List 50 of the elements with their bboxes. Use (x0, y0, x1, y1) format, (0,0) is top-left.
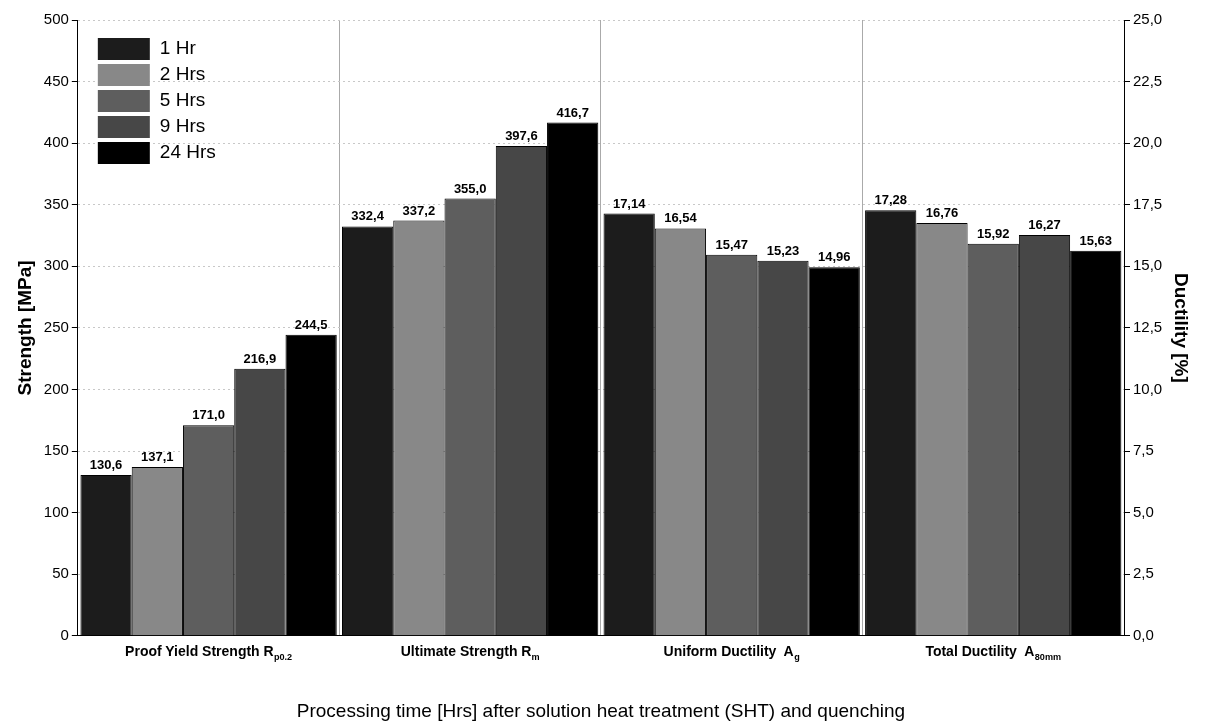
data-label: 14,96 (817, 249, 851, 265)
y-tick-label: 400 (43, 133, 69, 151)
y-tick-label: 150 (43, 441, 69, 459)
y2-axis-title: Ductility [%] (1171, 273, 1193, 383)
y2-tick-label: 22,5 (1133, 71, 1163, 89)
legend-label: 1 Hr (159, 37, 197, 59)
data-label: 15,23 (766, 242, 800, 258)
y2-tick-label: 10,0 (1133, 379, 1163, 397)
y2-tick-label: 20,0 (1133, 133, 1163, 151)
data-label: 16,76 (925, 205, 959, 221)
data-label: 332,4 (351, 208, 385, 224)
data-label: 16,27 (1028, 217, 1061, 233)
data-label: 244,5 (294, 316, 328, 332)
y2-tick-label: 15,0 (1133, 256, 1163, 274)
y2-tick-label: 2,5 (1133, 564, 1154, 582)
y-tick-label: 450 (43, 71, 69, 89)
y-tick-label: 350 (43, 194, 69, 212)
data-label: 16,54 (664, 210, 698, 226)
data-label: 15,47 (715, 236, 748, 252)
y-tick-label: 100 (43, 502, 69, 520)
y2-tick-label: 12,5 (1133, 318, 1163, 336)
legend-label: 5 Hrs (159, 89, 206, 111)
data-label: 130,6 (89, 457, 123, 473)
y2-tick-label: 17,5 (1133, 194, 1163, 212)
y-tick-label: 200 (43, 379, 69, 397)
y2-tick-label: 25,0 (1133, 10, 1163, 28)
legend-label: 9 Hrs (159, 115, 206, 137)
legend-label: 2 Hrs (159, 63, 206, 85)
y-tick-label: 300 (43, 256, 69, 274)
data-label: 171,0 (192, 407, 225, 423)
data-label: 355,0 (453, 180, 487, 196)
data-label: 216,9 (243, 350, 277, 366)
data-label: 17,14 (612, 195, 647, 211)
y2-tick-label: 7,5 (1133, 441, 1154, 459)
y-axis-title: Strength [MPa] (13, 260, 35, 396)
legend-label: 24 Hrs (159, 141, 216, 163)
data-label: 15,63 (1079, 232, 1113, 248)
y-tick-label: 250 (43, 318, 69, 336)
y-tick-label: 0 (60, 625, 69, 643)
y-tick-label: 500 (43, 10, 69, 28)
data-label: 416,7 (556, 104, 589, 120)
data-label: 337,2 (402, 202, 436, 218)
y2-tick-label: 5,0 (1133, 502, 1154, 520)
data-label: 137,1 (141, 449, 174, 465)
y2-tick-label: 0,0 (1133, 625, 1154, 643)
data-label: 397,6 (505, 128, 538, 144)
data-label: 15,92 (976, 225, 1010, 241)
x-axis-title: Processing time [Hrs] after solution heat treatment (SHT) and quenching (296, 699, 906, 721)
data-label: 17,28 (874, 192, 907, 208)
y-tick-label: 50 (52, 564, 69, 582)
